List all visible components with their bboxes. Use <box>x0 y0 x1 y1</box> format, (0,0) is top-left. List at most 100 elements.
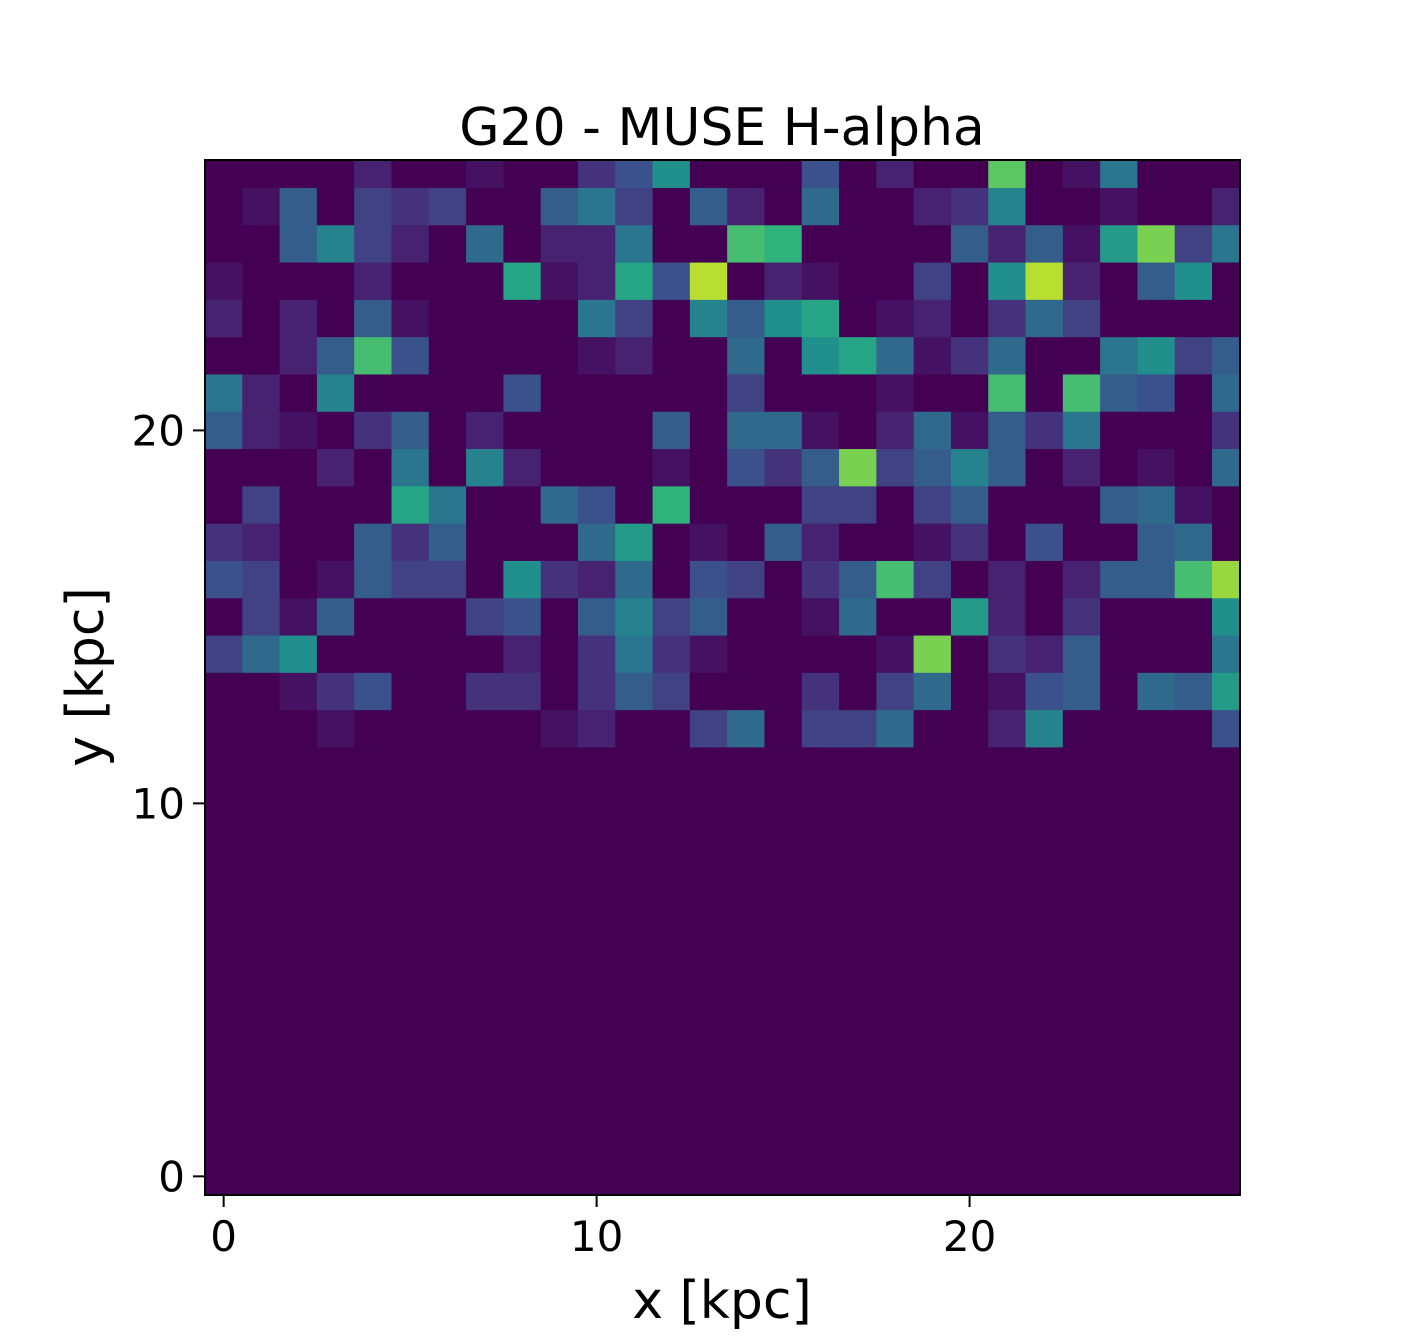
heatmap-cell <box>876 1045 915 1084</box>
heatmap-cell <box>764 1157 803 1195</box>
heatmap-cell <box>1287 1158 1325 1196</box>
heatmap-cell <box>279 337 318 376</box>
heatmap-cell <box>1025 747 1064 786</box>
heatmap-cell <box>428 225 467 264</box>
heatmap-cell <box>652 1120 691 1159</box>
heatmap-cell <box>764 672 803 711</box>
heatmap-cell <box>1174 486 1213 525</box>
heatmap-cell <box>1212 187 1240 226</box>
heatmap-cell <box>1137 896 1176 935</box>
heatmap-cell <box>577 635 616 674</box>
heatmap-cell <box>988 896 1027 935</box>
heatmap-cell <box>354 113 392 151</box>
heatmap-cell <box>1100 299 1139 338</box>
heatmap-cell <box>428 598 467 637</box>
heatmap-cell <box>1137 299 1176 338</box>
heatmap-cell <box>242 262 281 301</box>
heatmap-cell <box>205 1157 243 1195</box>
heatmap-cell <box>316 299 355 338</box>
heatmap-cell <box>503 933 542 972</box>
heatmap-cell <box>801 374 840 413</box>
heatmap-cell <box>764 225 803 264</box>
heatmap-cell <box>466 1120 504 1159</box>
heatmap-cell <box>1137 411 1176 450</box>
heatmap-cell <box>1062 486 1101 525</box>
heatmap-cell <box>1100 187 1139 226</box>
heatmap-cell <box>205 1045 243 1084</box>
heatmap-cell <box>1174 449 1213 487</box>
heatmap-cell <box>1287 1009 1325 1047</box>
heatmap-cell <box>466 710 504 749</box>
heatmap-cell <box>279 411 318 450</box>
heatmap-cell <box>205 560 243 599</box>
heatmap-cell <box>913 635 952 674</box>
heatmap-cell <box>801 1008 840 1047</box>
heatmap-cell <box>764 598 803 637</box>
heatmap-cell <box>689 635 728 674</box>
heatmap-cell <box>727 1083 766 1122</box>
heatmap-cell <box>316 822 355 860</box>
heatmap-cell <box>876 187 915 226</box>
heatmap-cell <box>689 598 728 637</box>
heatmap-cell <box>205 784 243 823</box>
heatmap-cell <box>577 598 616 637</box>
heatmap-cell <box>652 1045 691 1084</box>
heatmap-cell <box>428 822 467 860</box>
heatmap-cell <box>801 1045 840 1084</box>
heatmap-cell <box>1137 822 1176 860</box>
heatmap-cell <box>428 971 467 1010</box>
heatmap-cell <box>876 449 915 487</box>
heatmap-cell <box>205 113 243 151</box>
heatmap-cell <box>1100 896 1139 935</box>
heatmap-cell <box>876 160 915 189</box>
heatmap-cell <box>1287 897 1325 935</box>
heatmap-cell <box>1287 524 1325 562</box>
heatmap-cell <box>1062 822 1101 860</box>
heatmap-cell <box>652 1083 691 1122</box>
heatmap-cell <box>205 523 243 562</box>
heatmap-cell <box>839 299 877 338</box>
heatmap-cell <box>466 822 504 860</box>
heatmap-cell <box>988 1008 1027 1047</box>
heatmap-cell <box>279 933 318 972</box>
heatmap-cell <box>1062 635 1101 674</box>
heatmap-cell <box>1174 1045 1213 1084</box>
heatmap-cell <box>1062 449 1101 487</box>
heatmap-cell <box>354 1157 393 1195</box>
heatmap-cell <box>205 411 243 450</box>
heatmap-cell <box>428 747 467 786</box>
heatmap-cell <box>689 747 728 786</box>
heatmap-cell <box>950 337 989 376</box>
heatmap-cell <box>727 160 766 189</box>
heatmap-cell <box>839 160 877 189</box>
heatmap-cell <box>1287 337 1325 375</box>
heatmap-cell <box>988 1157 1027 1195</box>
heatmap-cell <box>1212 411 1240 450</box>
heatmap-cell <box>279 160 318 189</box>
heatmap-cell <box>764 160 803 189</box>
heatmap-cell <box>391 971 430 1010</box>
heatmap-cell <box>279 859 318 898</box>
heatmap-cell <box>876 262 915 301</box>
heatmap-cell <box>205 262 243 301</box>
heatmap-cell <box>354 784 393 823</box>
heatmap-cell <box>988 187 1027 226</box>
heatmap-cell <box>1137 225 1176 264</box>
heatmap-cell <box>876 411 915 450</box>
heatmap-cell <box>727 784 766 823</box>
heatmap-cell <box>466 598 504 637</box>
heatmap-cell <box>205 933 243 972</box>
heatmap-cell <box>988 374 1027 413</box>
heatmap-cell <box>503 411 542 450</box>
heatmap-cell <box>652 859 691 898</box>
heatmap-cell <box>354 486 393 525</box>
heatmap-cell <box>354 1045 393 1084</box>
heatmap-cell <box>540 1008 579 1047</box>
heatmap-cell <box>950 859 989 898</box>
heatmap-cell <box>391 411 430 450</box>
heatmap-cell <box>1062 1083 1101 1122</box>
heatmap-cell <box>242 859 281 898</box>
heatmap-cell <box>727 262 766 301</box>
heatmap-cell <box>913 859 952 898</box>
heatmap-cell <box>316 374 355 413</box>
